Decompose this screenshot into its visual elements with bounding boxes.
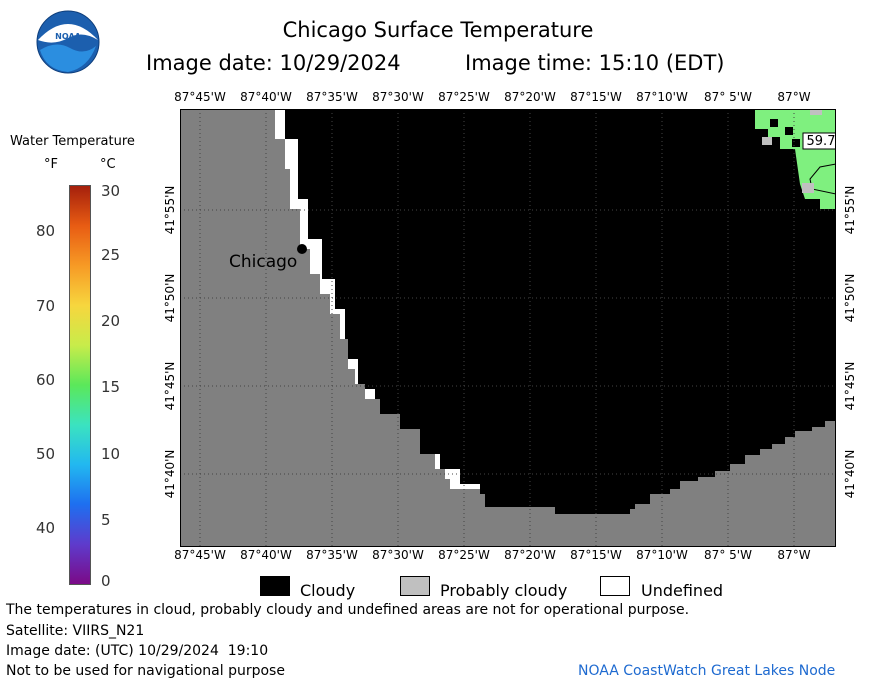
lon-tick-label: 87°40'W: [240, 548, 292, 562]
nav-warning-text: Not to be used for navigational purpose: [6, 663, 285, 679]
legend-swatch-probably-cloudy: [400, 576, 430, 596]
colorbar-c-tick: 5: [101, 511, 111, 529]
colorbar-f-tick: 50: [36, 445, 56, 463]
credit-text: NOAA CoastWatch Great Lakes Node: [578, 663, 836, 679]
land-area: [180, 109, 836, 547]
legend-swatch-cloudy: [260, 576, 290, 596]
lon-tick-label: 87°10'W: [636, 90, 688, 104]
legend-swatch-undefined: [600, 576, 630, 596]
noaa-logo: NOAA: [36, 10, 100, 74]
chicago-marker: [297, 244, 307, 254]
map-border: [180, 109, 836, 547]
lon-tick-label: 87°25'W: [438, 90, 490, 104]
colorbar-f-tick: 80: [36, 222, 56, 240]
probably-cloudy-patch: [802, 183, 814, 193]
colorbar-c-tick: 25: [101, 246, 121, 264]
colorbar-c-tick: 10: [101, 445, 121, 463]
lon-tick-label: 87°W: [777, 90, 811, 104]
cloud-pixel: [792, 139, 800, 147]
lat-tick-label: 41°50'N: [163, 273, 177, 323]
lat-tick-label: 41°45'N: [163, 361, 177, 411]
legend-label-undefined: Undefined: [641, 581, 724, 600]
lon-tick-label: 87°15'W: [570, 90, 622, 104]
lon-tick-label: 87°W: [777, 548, 811, 562]
lat-tick-label: 41°55'N: [163, 185, 177, 235]
probably-cloudy-patch: [762, 137, 772, 145]
lat-tick-label: 41°45'N: [843, 361, 857, 411]
cloud-pixel: [770, 119, 778, 127]
image-date: Image date: 10/29/2024: [146, 51, 401, 75]
colorbar-f-tick: 70: [36, 297, 56, 315]
legend-label-probably-cloudy: Probably cloudy: [440, 581, 568, 600]
temperature-map: [180, 109, 836, 547]
colorbar-unit-c: °C: [100, 157, 116, 172]
lon-tick-label: 87°15'W: [570, 548, 622, 562]
lon-tick-label: 87°30'W: [372, 90, 424, 104]
image-time: Image time: 15:10 (EDT): [465, 51, 725, 75]
lat-tick-label: 41°40'N: [843, 449, 857, 499]
colorbar-title: Water Temperature: [10, 134, 135, 149]
city-label: Chicago: [229, 252, 298, 272]
colorbar: [69, 185, 91, 585]
lon-tick-label: 87° 5'W: [704, 90, 752, 104]
colorbar-c-tick: 30: [101, 182, 121, 200]
lat-tick-label: 41°50'N: [843, 273, 857, 323]
lon-tick-label: 87°30'W: [372, 548, 424, 562]
temp-label-box: [802, 132, 836, 150]
colorbar-c-tick: 15: [101, 378, 121, 396]
probably-cloudy-patch: [810, 109, 822, 115]
colorbar-unit-f: °F: [44, 157, 58, 172]
cloud-pixel: [785, 127, 793, 135]
logo-text: NOAA: [55, 32, 81, 41]
lon-tick-label: 87°20'W: [504, 90, 556, 104]
colorbar-c-tick: 20: [101, 312, 121, 330]
lon-tick-label: 87°35'W: [306, 90, 358, 104]
lon-tick-label: 87°35'W: [306, 548, 358, 562]
satellite-text: Satellite: VIIRS_N21: [6, 623, 145, 639]
lon-tick-label: 87°20'W: [504, 548, 556, 562]
lon-tick-label: 87°40'W: [240, 90, 292, 104]
lat-tick-label: 41°40'N: [163, 449, 177, 499]
lon-tick-label: 87° 5'W: [704, 548, 752, 562]
temp-value-label: 59.7: [806, 134, 836, 149]
utc-date-text: Image date: (UTC) 10/29/2024 19:10: [6, 643, 269, 659]
lon-tick-label: 87°25'W: [438, 548, 490, 562]
page-title: Chicago Surface Temperature: [282, 18, 594, 42]
temp-contour: [809, 163, 836, 195]
legend-label-cloudy: Cloudy: [300, 581, 356, 600]
lon-tick-label: 87°45'W: [174, 90, 226, 104]
disclaimer-text: The temperatures in cloud, probably clou…: [6, 602, 690, 618]
lon-tick-label: 87°45'W: [174, 548, 226, 562]
colorbar-f-tick: 60: [36, 371, 56, 389]
colorbar-f-tick: 40: [36, 519, 56, 537]
lon-tick-label: 87°10'W: [636, 548, 688, 562]
map-gridlines: [180, 109, 836, 547]
colorbar-c-tick: 0: [101, 572, 111, 590]
lat-tick-label: 41°55'N: [843, 185, 857, 235]
